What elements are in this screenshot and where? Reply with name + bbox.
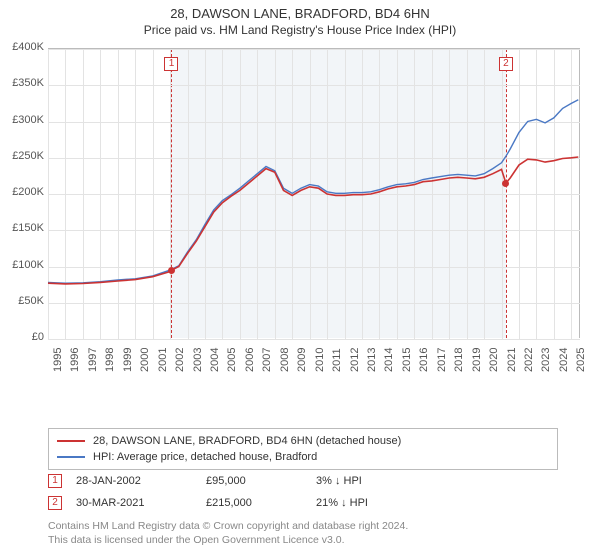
y-axis-label: £350K — [0, 77, 44, 89]
x-axis-label: 2006 — [244, 348, 256, 372]
sale-dot — [502, 180, 509, 187]
x-axis-label: 2010 — [314, 348, 326, 372]
sale-marker: 2 — [499, 57, 513, 71]
x-axis-label: 2022 — [523, 348, 535, 372]
x-axis-label: 2024 — [558, 348, 570, 372]
sale-price: £95,000 — [206, 475, 316, 487]
x-axis-label: 2018 — [453, 348, 465, 372]
y-axis-label: £100K — [0, 259, 44, 271]
x-axis-label: 2014 — [383, 348, 395, 372]
sale-date: 30-MAR-2021 — [76, 497, 206, 509]
sale-dot — [168, 267, 175, 274]
sale-change: 21% ↓ HPI — [316, 497, 446, 509]
sale-row: 1 28-JAN-2002£95,0003% ↓ HPI — [48, 470, 558, 492]
x-axis-label: 2013 — [366, 348, 378, 372]
x-axis-label: 2011 — [331, 348, 343, 372]
x-axis-label: 2019 — [471, 348, 483, 372]
series-property — [48, 157, 578, 284]
sale-price: £215,000 — [206, 497, 316, 509]
x-axis-label: 2003 — [192, 348, 204, 372]
series-hpi — [48, 100, 578, 283]
x-axis-label: 2005 — [226, 348, 238, 372]
x-axis-label: 2017 — [436, 348, 448, 372]
x-axis-label: 1995 — [52, 348, 64, 372]
y-axis-label: £400K — [0, 41, 44, 53]
x-axis-label: 2023 — [540, 348, 552, 372]
x-axis-label: 2004 — [209, 348, 221, 372]
y-axis-label: £0 — [0, 331, 44, 343]
sale-change: 3% ↓ HPI — [316, 475, 446, 487]
legend-swatch — [57, 440, 85, 442]
x-axis-label: 1998 — [104, 348, 116, 372]
y-axis-label: £150K — [0, 222, 44, 234]
lines-svg — [48, 49, 580, 339]
gridline-h — [48, 339, 580, 340]
sale-marker: 1 — [164, 57, 178, 71]
footer-attribution: Contains HM Land Registry data © Crown c… — [48, 520, 558, 547]
x-axis-label: 2020 — [488, 348, 500, 372]
sales-table: 1 28-JAN-2002£95,0003% ↓ HPI 2 30-MAR-2021£… — [48, 470, 558, 514]
y-axis-label: £50K — [0, 295, 44, 307]
legend-row: 28, DAWSON LANE, BRADFORD, BD4 6HN (deta… — [57, 433, 549, 449]
x-axis-label: 2015 — [401, 348, 413, 372]
x-axis-label: 2000 — [139, 348, 151, 372]
sale-date: 28-JAN-2002 — [76, 475, 206, 487]
legend-swatch — [57, 456, 85, 458]
x-axis-label: 2025 — [575, 348, 587, 372]
sale-row-marker: 2 — [48, 496, 62, 510]
x-axis-label: 2021 — [506, 348, 518, 372]
title-subtitle: Price paid vs. HM Land Registry's House … — [0, 23, 600, 37]
y-axis-label: £200K — [0, 186, 44, 198]
footer-line1: Contains HM Land Registry data © Crown c… — [48, 520, 558, 534]
title-address: 28, DAWSON LANE, BRADFORD, BD4 6HN — [0, 6, 600, 21]
price-chart: 12£0£50K£100K£150K£200K£250K£300K£350K£4… — [0, 44, 600, 384]
x-axis-label: 2009 — [296, 348, 308, 372]
sale-row: 2 30-MAR-2021£215,00021% ↓ HPI — [48, 492, 558, 514]
x-axis-label: 1997 — [87, 348, 99, 372]
x-axis-label: 2012 — [349, 348, 361, 372]
legend-label: HPI: Average price, detached house, Brad… — [93, 451, 317, 463]
y-axis-label: £300K — [0, 114, 44, 126]
plot-area: 12 — [48, 48, 580, 338]
footer-line2: This data is licensed under the Open Gov… — [48, 534, 558, 548]
x-axis-label: 2007 — [261, 348, 273, 372]
y-axis-label: £250K — [0, 150, 44, 162]
sale-row-marker: 1 — [48, 474, 62, 488]
legend-row: HPI: Average price, detached house, Brad… — [57, 449, 549, 465]
x-axis-label: 2016 — [418, 348, 430, 372]
legend-label: 28, DAWSON LANE, BRADFORD, BD4 6HN (deta… — [93, 435, 401, 447]
x-axis-label: 1996 — [69, 348, 81, 372]
x-axis-label: 2001 — [157, 348, 169, 372]
x-axis-label: 1999 — [122, 348, 134, 372]
x-axis-label: 2008 — [279, 348, 291, 372]
legend: 28, DAWSON LANE, BRADFORD, BD4 6HN (deta… — [48, 428, 558, 470]
x-axis-label: 2002 — [174, 348, 186, 372]
